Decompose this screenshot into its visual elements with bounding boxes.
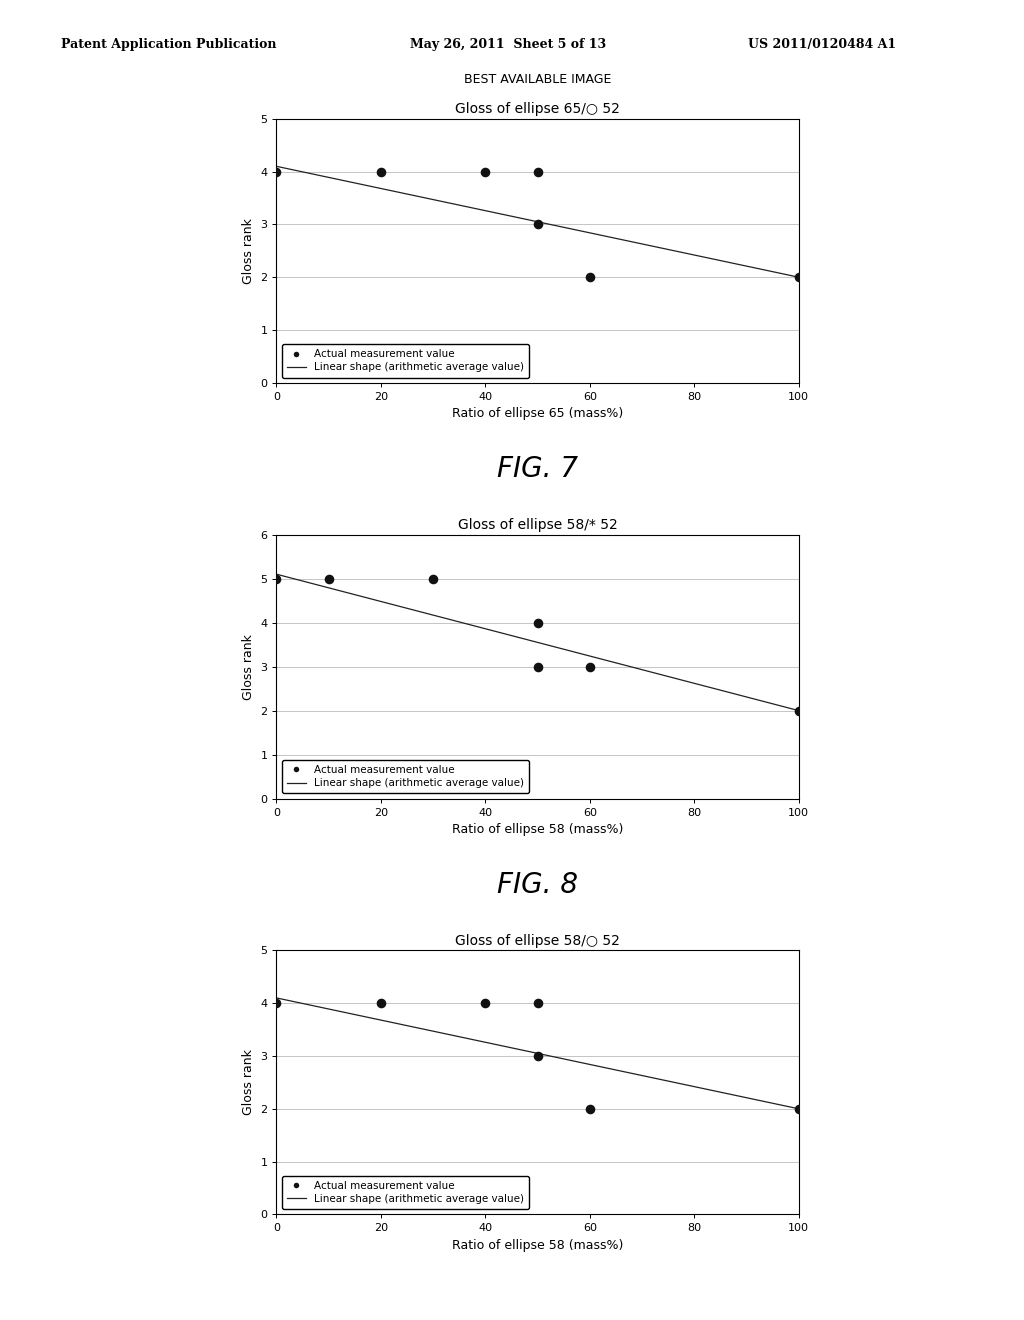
Legend: Actual measurement value, Linear shape (arithmetic average value): Actual measurement value, Linear shape (… <box>282 1176 529 1209</box>
Point <box>529 612 546 634</box>
Point <box>582 1098 598 1119</box>
Point <box>791 267 807 288</box>
Text: May 26, 2011  Sheet 5 of 13: May 26, 2011 Sheet 5 of 13 <box>410 38 606 51</box>
Legend: Actual measurement value, Linear shape (arithmetic average value): Actual measurement value, Linear shape (… <box>282 345 529 378</box>
X-axis label: Ratio of ellipse 65 (mass%): Ratio of ellipse 65 (mass%) <box>452 408 624 420</box>
Point <box>477 993 494 1014</box>
Y-axis label: Gloss rank: Gloss rank <box>242 634 255 700</box>
Point <box>268 568 285 589</box>
Point <box>582 656 598 677</box>
Point <box>268 993 285 1014</box>
Point <box>477 161 494 182</box>
Point <box>791 1098 807 1119</box>
Text: Gloss of ellipse 58/* 52: Gloss of ellipse 58/* 52 <box>458 517 617 532</box>
Point <box>425 568 441 589</box>
Point <box>582 267 598 288</box>
Point <box>791 700 807 721</box>
Text: BEST AVAILABLE IMAGE: BEST AVAILABLE IMAGE <box>464 73 611 86</box>
Text: Gloss of ellipse 65/○ 52: Gloss of ellipse 65/○ 52 <box>455 102 621 116</box>
Point <box>373 161 389 182</box>
X-axis label: Ratio of ellipse 58 (mass%): Ratio of ellipse 58 (mass%) <box>452 824 624 836</box>
Point <box>529 214 546 235</box>
Point <box>373 993 389 1014</box>
Point <box>529 993 546 1014</box>
Legend: Actual measurement value, Linear shape (arithmetic average value): Actual measurement value, Linear shape (… <box>282 760 529 793</box>
Text: FIG. 7: FIG. 7 <box>497 455 579 483</box>
Text: US 2011/0120484 A1: US 2011/0120484 A1 <box>748 38 896 51</box>
Point <box>529 1045 546 1067</box>
X-axis label: Ratio of ellipse 58 (mass%): Ratio of ellipse 58 (mass%) <box>452 1239 624 1251</box>
Text: Patent Application Publication: Patent Application Publication <box>61 38 276 51</box>
Y-axis label: Gloss rank: Gloss rank <box>242 1049 255 1115</box>
Point <box>529 656 546 677</box>
Text: Gloss of ellipse 58/○ 52: Gloss of ellipse 58/○ 52 <box>455 933 621 948</box>
Point <box>321 568 337 589</box>
Point <box>529 161 546 182</box>
Y-axis label: Gloss rank: Gloss rank <box>242 218 255 284</box>
Text: FIG. 8: FIG. 8 <box>497 871 579 899</box>
Point <box>268 161 285 182</box>
